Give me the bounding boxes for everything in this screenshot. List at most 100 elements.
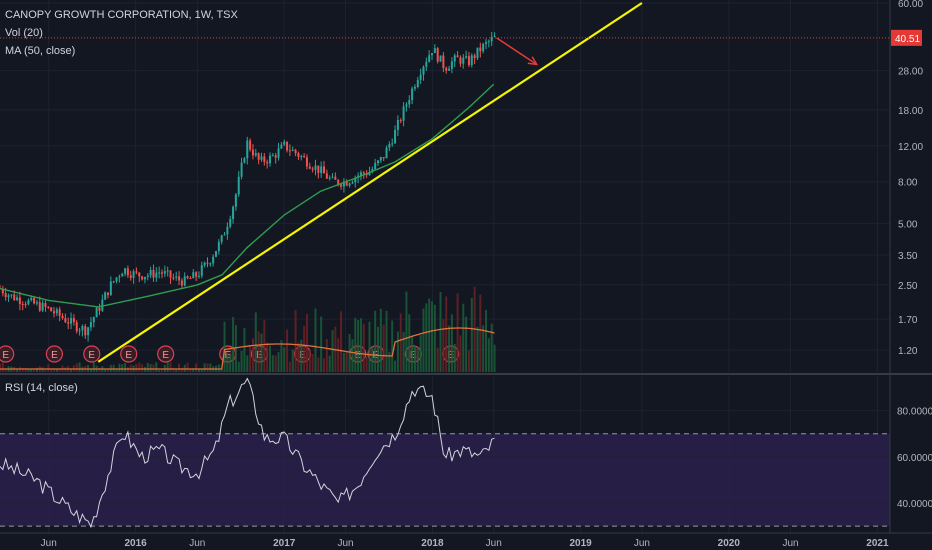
candle-body[interactable] (431, 53, 434, 56)
candle-body[interactable] (314, 165, 317, 170)
candle-body[interactable] (47, 306, 50, 308)
candle-body[interactable] (359, 172, 362, 176)
candle-body[interactable] (172, 277, 175, 279)
candle-body[interactable] (254, 153, 257, 156)
candle-body[interactable] (53, 311, 56, 314)
candle-body[interactable] (325, 173, 328, 179)
candle-body[interactable] (161, 272, 164, 274)
candle-body[interactable] (402, 106, 405, 121)
candle-body[interactable] (237, 176, 240, 195)
candle-body[interactable] (129, 275, 132, 278)
candle-body[interactable] (16, 297, 19, 301)
candle-body[interactable] (141, 276, 144, 280)
candle-body[interactable] (186, 276, 189, 279)
candle-body[interactable] (286, 141, 289, 151)
earnings-marker[interactable] (120, 345, 138, 363)
candle-body[interactable] (124, 268, 127, 274)
candle-body[interactable] (229, 219, 232, 227)
trendline[interactable] (97, 2, 643, 363)
candle-body[interactable] (72, 318, 75, 323)
candle-body[interactable] (385, 147, 388, 159)
candle-body[interactable] (291, 149, 294, 151)
candle-body[interactable] (21, 303, 24, 305)
candle-body[interactable] (251, 149, 254, 156)
candle-body[interactable] (354, 177, 357, 183)
candle-body[interactable] (215, 251, 218, 257)
candle-body[interactable] (411, 88, 414, 101)
candle-body[interactable] (4, 293, 7, 297)
candle-body[interactable] (450, 61, 453, 69)
candle-body[interactable] (249, 140, 252, 150)
candle-body[interactable] (371, 169, 374, 172)
candle-body[interactable] (126, 268, 129, 276)
candle-body[interactable] (30, 297, 33, 301)
candle-body[interactable] (266, 161, 269, 164)
candle-body[interactable] (200, 265, 203, 276)
candle-body[interactable] (166, 270, 169, 272)
earnings-marker[interactable] (83, 345, 101, 363)
candle-body[interactable] (453, 55, 456, 62)
candle-body[interactable] (212, 256, 215, 264)
candle-body[interactable] (413, 86, 416, 89)
candle-body[interactable] (109, 281, 112, 295)
candle-body[interactable] (33, 297, 36, 304)
candle-body[interactable] (50, 307, 53, 312)
candle-body[interactable] (303, 156, 306, 158)
candle-body[interactable] (81, 326, 84, 331)
candle-body[interactable] (104, 292, 107, 300)
candle-body[interactable] (269, 155, 272, 164)
candle-body[interactable] (263, 156, 266, 162)
candle-body[interactable] (490, 36, 493, 42)
candle-body[interactable] (98, 307, 101, 311)
candle-body[interactable] (58, 309, 61, 316)
candle-body[interactable] (138, 272, 141, 277)
candle-body[interactable] (419, 74, 422, 81)
candle-body[interactable] (320, 166, 323, 174)
candle-body[interactable] (146, 275, 149, 277)
candle-body[interactable] (294, 149, 297, 154)
candle-body[interactable] (7, 295, 10, 297)
candle-body[interactable] (476, 47, 479, 59)
candle-body[interactable] (152, 269, 155, 278)
candle-body[interactable] (55, 309, 58, 314)
candle-body[interactable] (283, 141, 286, 145)
candle-body[interactable] (226, 226, 229, 235)
candle-body[interactable] (10, 294, 13, 296)
candle-body[interactable] (288, 150, 291, 152)
candle-body[interactable] (220, 235, 223, 242)
candle-body[interactable] (408, 100, 411, 105)
candle-body[interactable] (271, 155, 274, 157)
earnings-marker[interactable] (157, 345, 175, 363)
candle-body[interactable] (428, 55, 431, 62)
candle-body[interactable] (317, 165, 320, 174)
candle-body[interactable] (197, 275, 200, 277)
candle-body[interactable] (465, 56, 468, 58)
candle-body[interactable] (388, 144, 391, 148)
candle-body[interactable] (345, 181, 348, 186)
candle-body[interactable] (362, 172, 365, 174)
candle-body[interactable] (121, 273, 124, 277)
candle-body[interactable] (368, 171, 371, 176)
candle-body[interactable] (155, 272, 158, 278)
candle-body[interactable] (351, 182, 354, 184)
candle-body[interactable] (1, 288, 4, 294)
candle-body[interactable] (217, 241, 220, 252)
candle-body[interactable] (405, 104, 408, 107)
candle-body[interactable] (348, 183, 351, 186)
candle-body[interactable] (209, 263, 212, 265)
candle-body[interactable] (118, 276, 121, 278)
candle-body[interactable] (41, 303, 44, 311)
candle-body[interactable] (342, 181, 345, 187)
candle-body[interactable] (178, 276, 181, 281)
candle-body[interactable] (485, 42, 488, 44)
candle-body[interactable] (462, 57, 465, 64)
candle-body[interactable] (297, 153, 300, 157)
candle-body[interactable] (445, 67, 448, 71)
candle-body[interactable] (439, 55, 442, 62)
candle-body[interactable] (448, 68, 451, 71)
candle-body[interactable] (18, 297, 21, 304)
candle-body[interactable] (308, 166, 311, 169)
candle-body[interactable] (374, 163, 377, 170)
candle-body[interactable] (442, 55, 445, 68)
